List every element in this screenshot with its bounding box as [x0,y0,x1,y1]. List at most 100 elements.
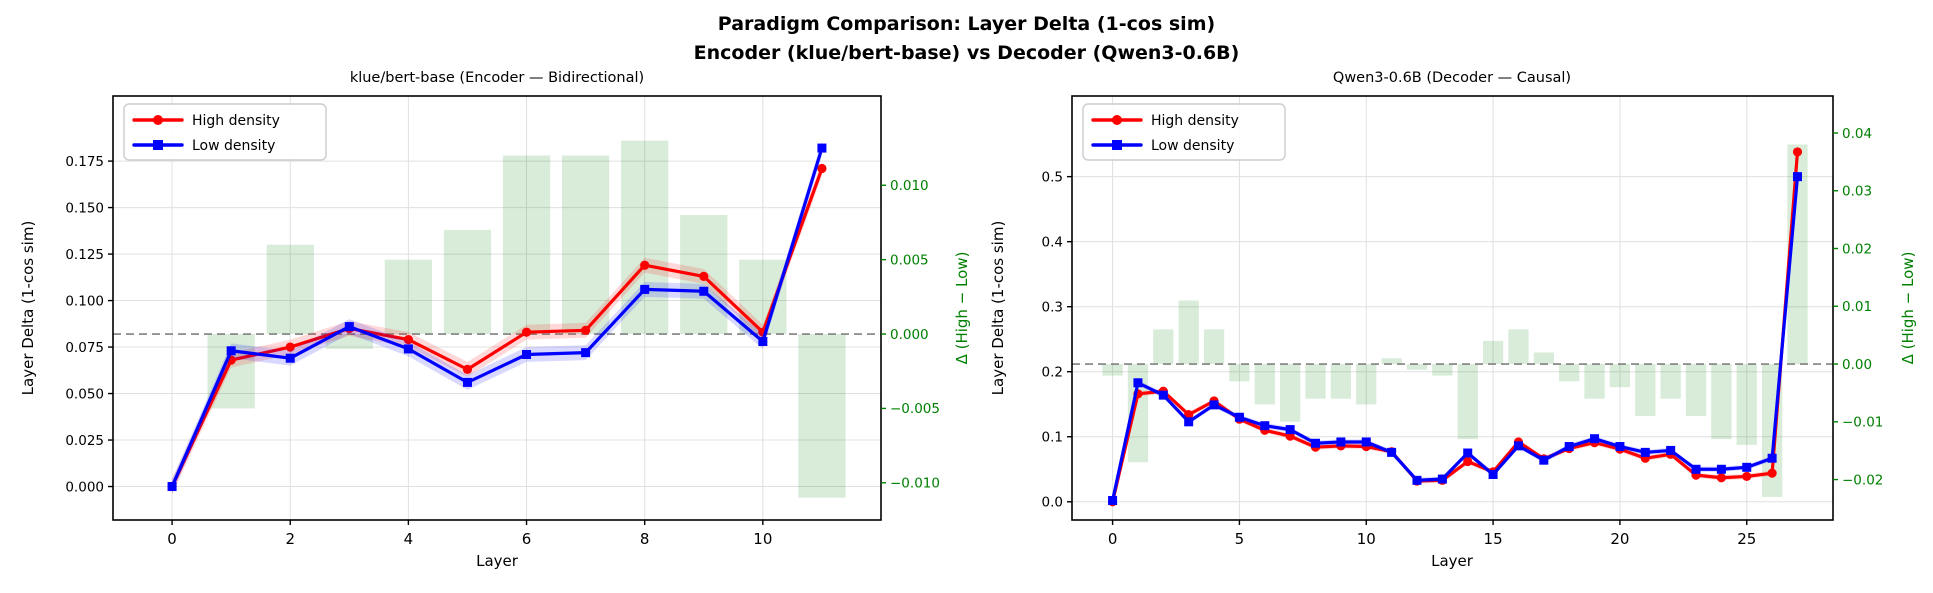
left-x-axis-label: Layer [476,552,518,570]
y-tick-label: 0.125 [65,247,104,263]
right-secondary-axis-label: Δ (High − Low) [1899,251,1917,365]
low-density-marker [1108,495,1118,505]
y-tick-label: 0.4 [1042,234,1063,250]
low-density-marker [1590,434,1600,444]
delta-bar [739,259,787,335]
x-tick-label: 25 [1737,530,1756,548]
high-density-marker [1463,456,1473,467]
y-tick-label: 0.150 [65,200,104,216]
delta-bar [1685,364,1707,417]
low-density-marker [1488,469,1498,479]
high-density-marker [521,327,532,337]
plot-border [1071,95,1834,521]
delta-bar [1254,364,1275,405]
plot-border [112,95,882,521]
grid-lines [113,96,881,520]
low-density-marker [1640,447,1650,457]
legend-label: High density [1151,113,1239,129]
low-density-marker [1311,438,1321,448]
low-density-marker [1184,417,1194,427]
low-density-marker [640,284,650,294]
legend: High density Low density [1082,103,1286,161]
delta-bar [1482,340,1504,365]
low-density-marker [1691,464,1701,474]
low-density-marker [285,353,295,363]
right-x-axis-label: Layer [1431,552,1473,570]
left-subplot-title: klue/bert-base (Encoder — Bidirectional) [349,70,645,86]
secondary-y-tick-label: −0.01 [1842,415,1883,431]
delta-bar [502,155,551,335]
left-secondary-axis-label: Δ (High − Low) [953,251,971,365]
high-density-marker [1742,471,1752,482]
high-density-line [170,166,824,489]
delta-bar [1559,364,1580,382]
secondary-y-tick-label: 0.02 [1842,241,1872,257]
low-density-marker [1767,453,1777,463]
y-tick-label: 0.0 [1042,495,1063,511]
low-density-marker [581,348,591,358]
delta-bar [1508,329,1529,365]
low-density-marker [1209,400,1219,410]
y-tick-label: 0.075 [65,340,104,356]
low-density-markers [1108,172,1802,505]
high-density-markers [1107,147,1803,507]
high-density-line [1110,150,1800,504]
delta-bar [1736,364,1757,445]
x-tick-label: 15 [1484,530,1503,548]
axis-ticks-and-labels: 0.000 0.025 0.050 0.075 0.100 0.125 0.150 0.175… [65,154,940,548]
delta-bar [1102,364,1123,376]
delta-bars [207,140,846,498]
low-density-marker [1463,448,1473,458]
low-density-marker [1285,425,1295,435]
secondary-y-tick-label: 0.010 [890,178,929,194]
delta-bar [798,334,846,498]
low-density-marker [167,482,177,492]
delta-bar [1432,364,1453,376]
figure-title: Paradigm Comparison: Layer Delta (1-cos … [0,10,1933,67]
low-density-marker [462,377,472,387]
delta-bar [621,140,669,335]
legend-high-marker-icon [153,115,163,125]
high-density-marker [581,325,591,335]
low-density-marker [226,346,236,356]
x-tick-label: 4 [404,530,414,548]
high-density-marker [403,335,413,345]
low-density-line [1110,175,1800,503]
legend-low-marker-icon [153,140,163,150]
delta-bar [1305,364,1326,399]
low-density-marker [1260,421,1270,431]
subplot-encoder: 0.000 0.025 0.050 0.075 0.100 0.125 0.150 0.175… [65,95,940,548]
delta-bar [1280,364,1301,422]
low-density-marker [1158,390,1168,400]
low-density-marker [1412,475,1422,485]
y-tick-label: 0.2 [1042,365,1063,381]
delta-bar [384,259,433,335]
legend-low-marker-icon [1112,140,1122,150]
delta-bar [1457,364,1478,440]
delta-bars [1102,144,1808,497]
high-density-marker [462,364,473,374]
x-tick-label: 10 [1357,530,1376,548]
delta-bar [1635,364,1656,417]
low-density-marker [1539,455,1549,465]
legend-label: High density [192,113,280,129]
secondary-y-tick-label: 0.01 [1842,299,1872,315]
low-density-marker [1513,441,1523,451]
high-density-marker [285,342,295,352]
high-density-error-band [1112,149,1798,505]
high-density-marker [1184,410,1194,420]
low-density-marker [1792,172,1802,182]
delta-bar [266,244,314,335]
legend: High density Low density [123,103,327,161]
low-density-marker [1361,437,1371,447]
x-tick-label: 2 [285,530,295,548]
axis-ticks-and-labels: 0.0 0.1 0.2 0.3 0.4 0.5 0 5 10 15 20 25 0.04 0.03 0.02… [1042,126,1884,548]
low-density-marker [1387,447,1397,457]
delta-bar [1153,329,1174,365]
delta-bar [1584,364,1605,399]
y-tick-label: 0.1 [1042,430,1063,446]
y-tick-label: 0.3 [1042,299,1063,315]
delta-bar [1178,300,1199,365]
y-tick-label: 0.000 [65,479,104,495]
